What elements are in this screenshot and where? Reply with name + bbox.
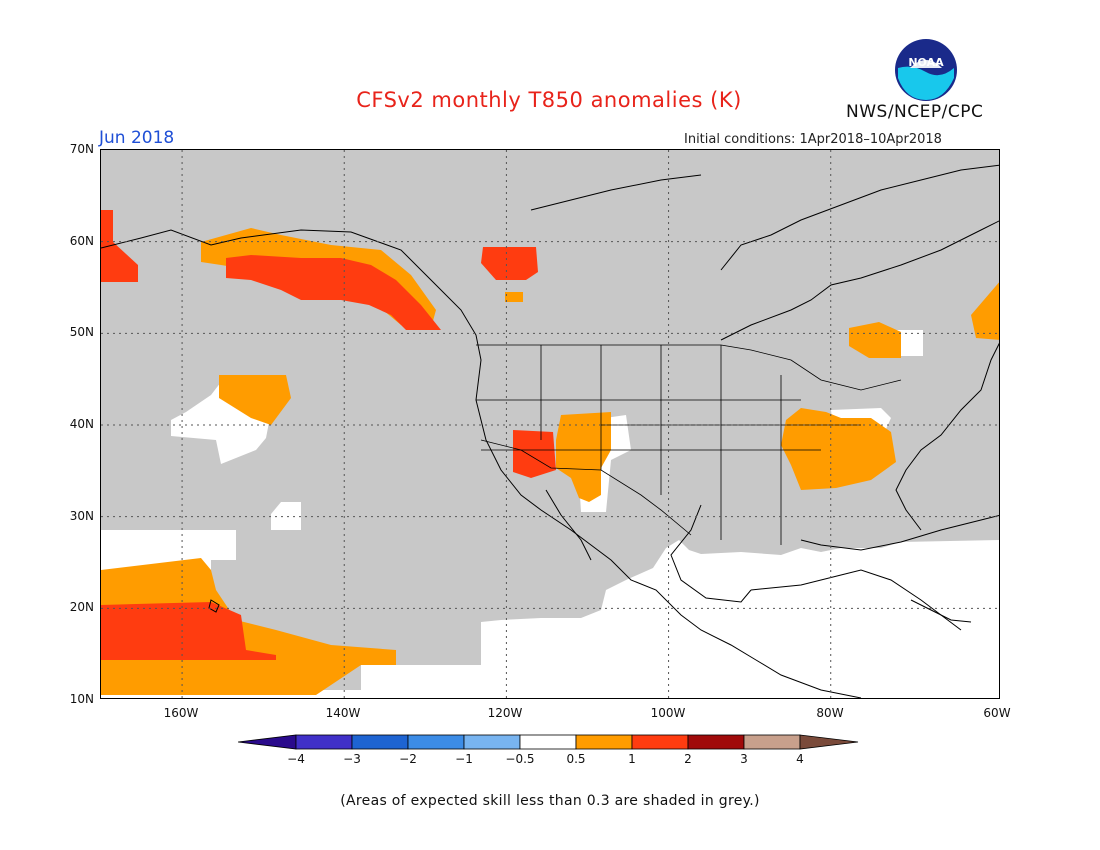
colorbar-tick-label: −1 — [455, 752, 473, 766]
colorbar-tick-label: 1 — [628, 752, 636, 766]
colorbar-tick-label: −4 — [287, 752, 305, 766]
colorbar-bin-8 — [687, 734, 745, 750]
cuba-outline — [910, 599, 972, 623]
lon-label-100w: 100W — [650, 706, 686, 720]
neutral-small-patch — [271, 502, 301, 530]
colorbar-bin-5 — [519, 734, 577, 750]
great-lakes-border — [720, 344, 902, 391]
lon-label-120w: 120W — [487, 706, 523, 720]
colorbar-tick-label: 0.5 — [566, 752, 586, 766]
hawaii-outline — [208, 599, 220, 613]
colorbar-bin-6 — [575, 734, 633, 750]
neutral-southern-region — [101, 540, 999, 698]
arctic-coast — [530, 174, 702, 211]
lon-label-140w: 140W — [325, 706, 361, 720]
orange-quebec — [849, 322, 901, 358]
colorbar-bin-7 — [631, 734, 689, 750]
red-arizona — [513, 430, 556, 478]
colorbar — [238, 734, 859, 750]
orange-maritimes — [971, 282, 999, 340]
red-nw-territories — [481, 247, 538, 280]
colorbar-tick-label: 3 — [740, 752, 748, 766]
noaa-logo-icon: NOAA — [895, 39, 957, 101]
colorbar-bin-1 — [295, 734, 353, 750]
colorbar-bin-min — [238, 734, 297, 750]
orange-hawaii-band — [101, 558, 396, 695]
colorbar-tick-label: −0.5 — [505, 752, 535, 766]
red-bering — [101, 210, 138, 282]
anomaly-map — [100, 149, 1000, 699]
colorbar-bin-3 — [407, 734, 465, 750]
lat-label-70n: 70N — [69, 142, 94, 156]
colorbar-tick-label: 4 — [796, 752, 804, 766]
central-america-caribbean — [750, 569, 962, 631]
colorbar-bin-max — [799, 734, 859, 750]
colorbar-tick-label: 2 — [684, 752, 692, 766]
lat-label-50n: 50N — [69, 325, 94, 339]
political-borders — [476, 344, 902, 545]
colorbar-tick-label: −3 — [343, 752, 361, 766]
valid-month-label: Jun 2018 — [99, 128, 175, 148]
us-gulf-coast-east — [800, 514, 999, 551]
red-gulf-of-alaska — [226, 255, 441, 330]
canada-hudson-region — [720, 220, 999, 341]
lat-label-30n: 30N — [69, 509, 94, 523]
colorbar-bin-9 — [743, 734, 801, 750]
orange-small-canada — [505, 292, 523, 302]
agency-label: NWS/NCEP/CPC — [846, 102, 984, 122]
map-canvas — [101, 150, 999, 698]
warm-1-to-2-regions — [101, 210, 556, 660]
chart-title: CFSv2 monthly T850 anomalies (K) — [356, 88, 742, 112]
lat-label-10n: 10N — [69, 692, 94, 706]
gulf-of-mexico-coastline — [670, 504, 752, 603]
lon-label-80w: 80W — [816, 706, 844, 720]
pacific-coastline — [101, 229, 862, 698]
us-east-coast — [895, 342, 999, 531]
red-hawaii-band — [101, 602, 276, 660]
orange-north-pacific — [219, 375, 291, 425]
orange-southwest — [556, 412, 611, 502]
orange-mid-atlantic — [781, 408, 896, 490]
lat-label-40n: 40N — [69, 417, 94, 431]
gridlines — [101, 150, 999, 698]
skill-footnote: (Areas of expected skill less than 0.3 a… — [340, 793, 760, 809]
lon-label-60w: 60W — [983, 706, 1011, 720]
colorbar-bin-4 — [463, 734, 521, 750]
baja-california — [545, 489, 592, 561]
state-lines-vertical — [540, 345, 782, 545]
coastlines — [101, 164, 999, 698]
lon-label-160w: 160W — [163, 706, 199, 720]
lat-label-60n: 60N — [69, 234, 94, 248]
lat-label-20n: 20N — [69, 600, 94, 614]
colorbar-bin-2 — [351, 734, 409, 750]
initial-conditions-label: Initial conditions: 1Apr2018–10Apr2018 — [684, 132, 942, 147]
logo-text: NOAA — [908, 56, 944, 69]
colorbar-tick-label: −2 — [399, 752, 417, 766]
